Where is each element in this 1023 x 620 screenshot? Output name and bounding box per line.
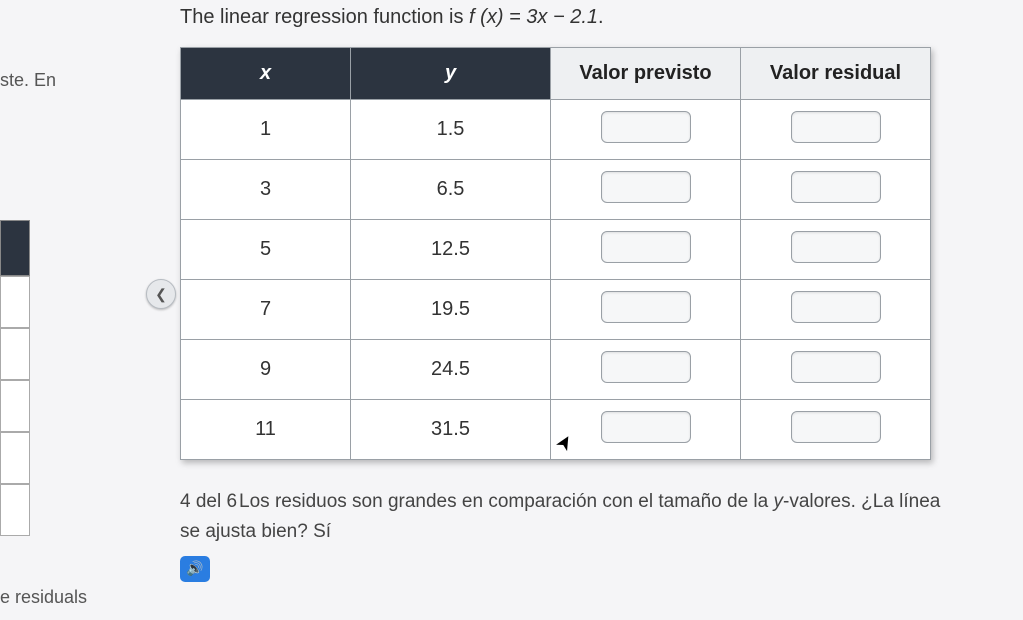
cell-y: 6.5 bbox=[351, 160, 551, 220]
cell-y: 31.5 bbox=[351, 400, 551, 460]
cell-residual bbox=[741, 280, 931, 340]
feedback-answer: Sí bbox=[313, 521, 331, 542]
left-cutoff-text: ste. En bbox=[0, 70, 56, 91]
cell-x: 7 bbox=[181, 280, 351, 340]
cell-x: 11 bbox=[181, 400, 351, 460]
cell-y: 24.5 bbox=[351, 340, 551, 400]
cell-predicted bbox=[551, 400, 741, 460]
cell-predicted bbox=[551, 280, 741, 340]
prompt-function: f (x) = 3x − 2.1 bbox=[469, 6, 598, 28]
cell-residual bbox=[741, 400, 931, 460]
data-table: x y Valor previsto Valor residual 1 1.5 … bbox=[180, 47, 931, 460]
residual-input[interactable] bbox=[791, 291, 881, 323]
feedback-yvar: y bbox=[774, 491, 784, 512]
feedback-line1: Los residuos son grandes en comparación … bbox=[239, 491, 768, 512]
residual-input[interactable] bbox=[791, 231, 881, 263]
table-row: 5 12.5 bbox=[181, 220, 931, 280]
table-row: 9 24.5 bbox=[181, 340, 931, 400]
predicted-input[interactable] bbox=[601, 351, 691, 383]
predicted-input[interactable] bbox=[601, 291, 691, 323]
table-header-row: x y Valor previsto Valor residual bbox=[181, 48, 931, 100]
cell-predicted bbox=[551, 220, 741, 280]
prev-nav-button[interactable]: ❮ bbox=[146, 279, 176, 309]
cell-x: 9 bbox=[181, 340, 351, 400]
residual-input[interactable] bbox=[791, 351, 881, 383]
predicted-input[interactable] bbox=[601, 171, 691, 203]
col-header-residual: Valor residual bbox=[741, 48, 931, 100]
cell-x: 5 bbox=[181, 220, 351, 280]
cell-residual bbox=[741, 160, 931, 220]
cell-residual bbox=[741, 100, 931, 160]
feedback-text: 4 del 6Los residuos son grandes en compa… bbox=[180, 487, 1020, 548]
table-row: 1 1.5 bbox=[181, 100, 931, 160]
cell-y: 19.5 bbox=[351, 280, 551, 340]
cell-residual bbox=[741, 220, 931, 280]
table-row: 3 6.5 bbox=[181, 160, 931, 220]
audio-button[interactable]: 🔊 bbox=[180, 556, 210, 582]
col-header-y: y bbox=[351, 48, 551, 100]
table-row: 11 31.5 bbox=[181, 400, 931, 460]
table-row: 7 19.5 bbox=[181, 280, 931, 340]
predicted-input[interactable] bbox=[601, 231, 691, 263]
chevron-left-icon: ❮ bbox=[155, 286, 167, 303]
cell-residual bbox=[741, 340, 931, 400]
prompt-prefix: The linear regression function is bbox=[180, 6, 469, 28]
residual-input[interactable] bbox=[791, 171, 881, 203]
residual-input[interactable] bbox=[791, 411, 881, 443]
left-table-fragment bbox=[0, 220, 30, 536]
predicted-input[interactable] bbox=[601, 411, 691, 443]
prompt-suffix: . bbox=[598, 6, 604, 28]
feedback-line2-prefix: se ajusta bien? bbox=[180, 521, 313, 542]
col-header-predicted: Valor previsto bbox=[551, 48, 741, 100]
feedback-progress: 4 del 6 bbox=[180, 491, 237, 512]
col-header-x: x bbox=[181, 48, 351, 100]
cell-predicted bbox=[551, 340, 741, 400]
feedback-line1-tail: -valores. ¿La línea bbox=[783, 491, 940, 512]
main-content: The linear regression function is f (x) … bbox=[180, 6, 1023, 582]
predicted-input[interactable] bbox=[601, 111, 691, 143]
left-bottom-label: e residuals bbox=[0, 587, 87, 608]
residual-input[interactable] bbox=[791, 111, 881, 143]
cell-x: 3 bbox=[181, 160, 351, 220]
speaker-icon: 🔊 bbox=[186, 560, 203, 577]
cell-y: 1.5 bbox=[351, 100, 551, 160]
cell-x: 1 bbox=[181, 100, 351, 160]
cell-predicted bbox=[551, 160, 741, 220]
cell-y: 12.5 bbox=[351, 220, 551, 280]
data-table-wrap: ❮ x y Valor previsto Valor residual 1 1.… bbox=[180, 47, 931, 460]
prompt-text: The linear regression function is f (x) … bbox=[180, 6, 1023, 29]
cell-predicted bbox=[551, 100, 741, 160]
